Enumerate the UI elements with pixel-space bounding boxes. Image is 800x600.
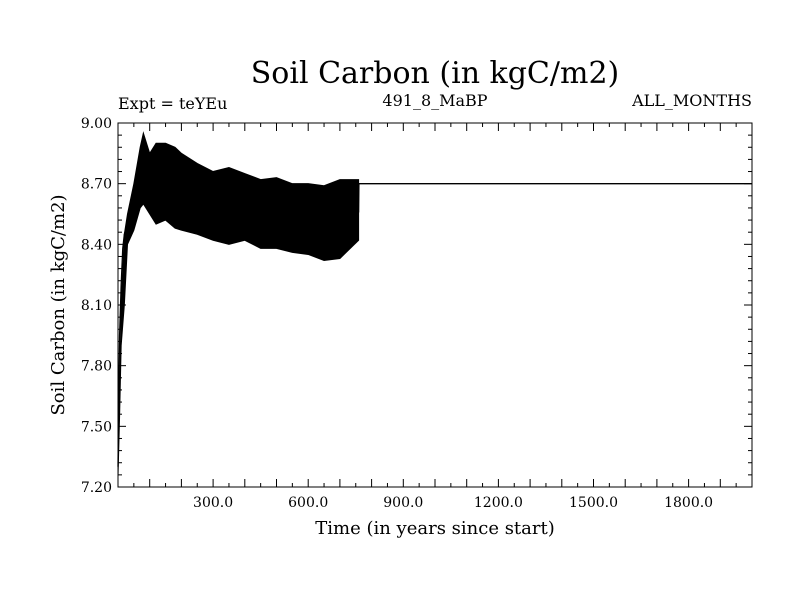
x-axis-title: Time (in years since start): [315, 518, 555, 539]
y-tick-label: 7.20: [81, 480, 112, 496]
y-tick-label: 9.00: [81, 116, 112, 132]
y-tick-label: 7.80: [81, 359, 112, 375]
y-tick-label: 8.10: [81, 298, 112, 314]
series-layer: [117, 131, 752, 477]
period-label: 491_8_MaBP: [382, 91, 487, 110]
chart-title: Soil Carbon (in kgC/m2): [251, 56, 619, 91]
x-tick-label: 1500.0: [569, 495, 618, 511]
y-tick-label: 8.70: [81, 177, 112, 193]
experiment-label: Expt = teYEu: [118, 94, 227, 113]
x-tick-label: 900.0: [383, 495, 423, 511]
y-tick-label: 7.50: [81, 419, 112, 435]
x-tick-label: 300.0: [193, 495, 233, 511]
x-tick-label: 600.0: [288, 495, 328, 511]
y-tick-label: 8.40: [81, 237, 112, 253]
x-tick-label: 1200.0: [474, 495, 523, 511]
y-axis-title: Soil Carbon (in kgC/m2): [48, 194, 69, 415]
series-line: [117, 178, 752, 467]
x-tick-label: 1800.0: [664, 495, 713, 511]
y-tick-labels: 7.20 7.50 7.80 8.10 8.40 8.70 9.00: [81, 116, 112, 496]
series-variability-band: [117, 131, 360, 477]
x-tick-labels: 300.0 600.0 900.0 1200.0 1500.0 1800.0: [193, 495, 713, 511]
axis-ticks: [118, 123, 752, 487]
months-label: ALL_MONTHS: [631, 91, 752, 110]
